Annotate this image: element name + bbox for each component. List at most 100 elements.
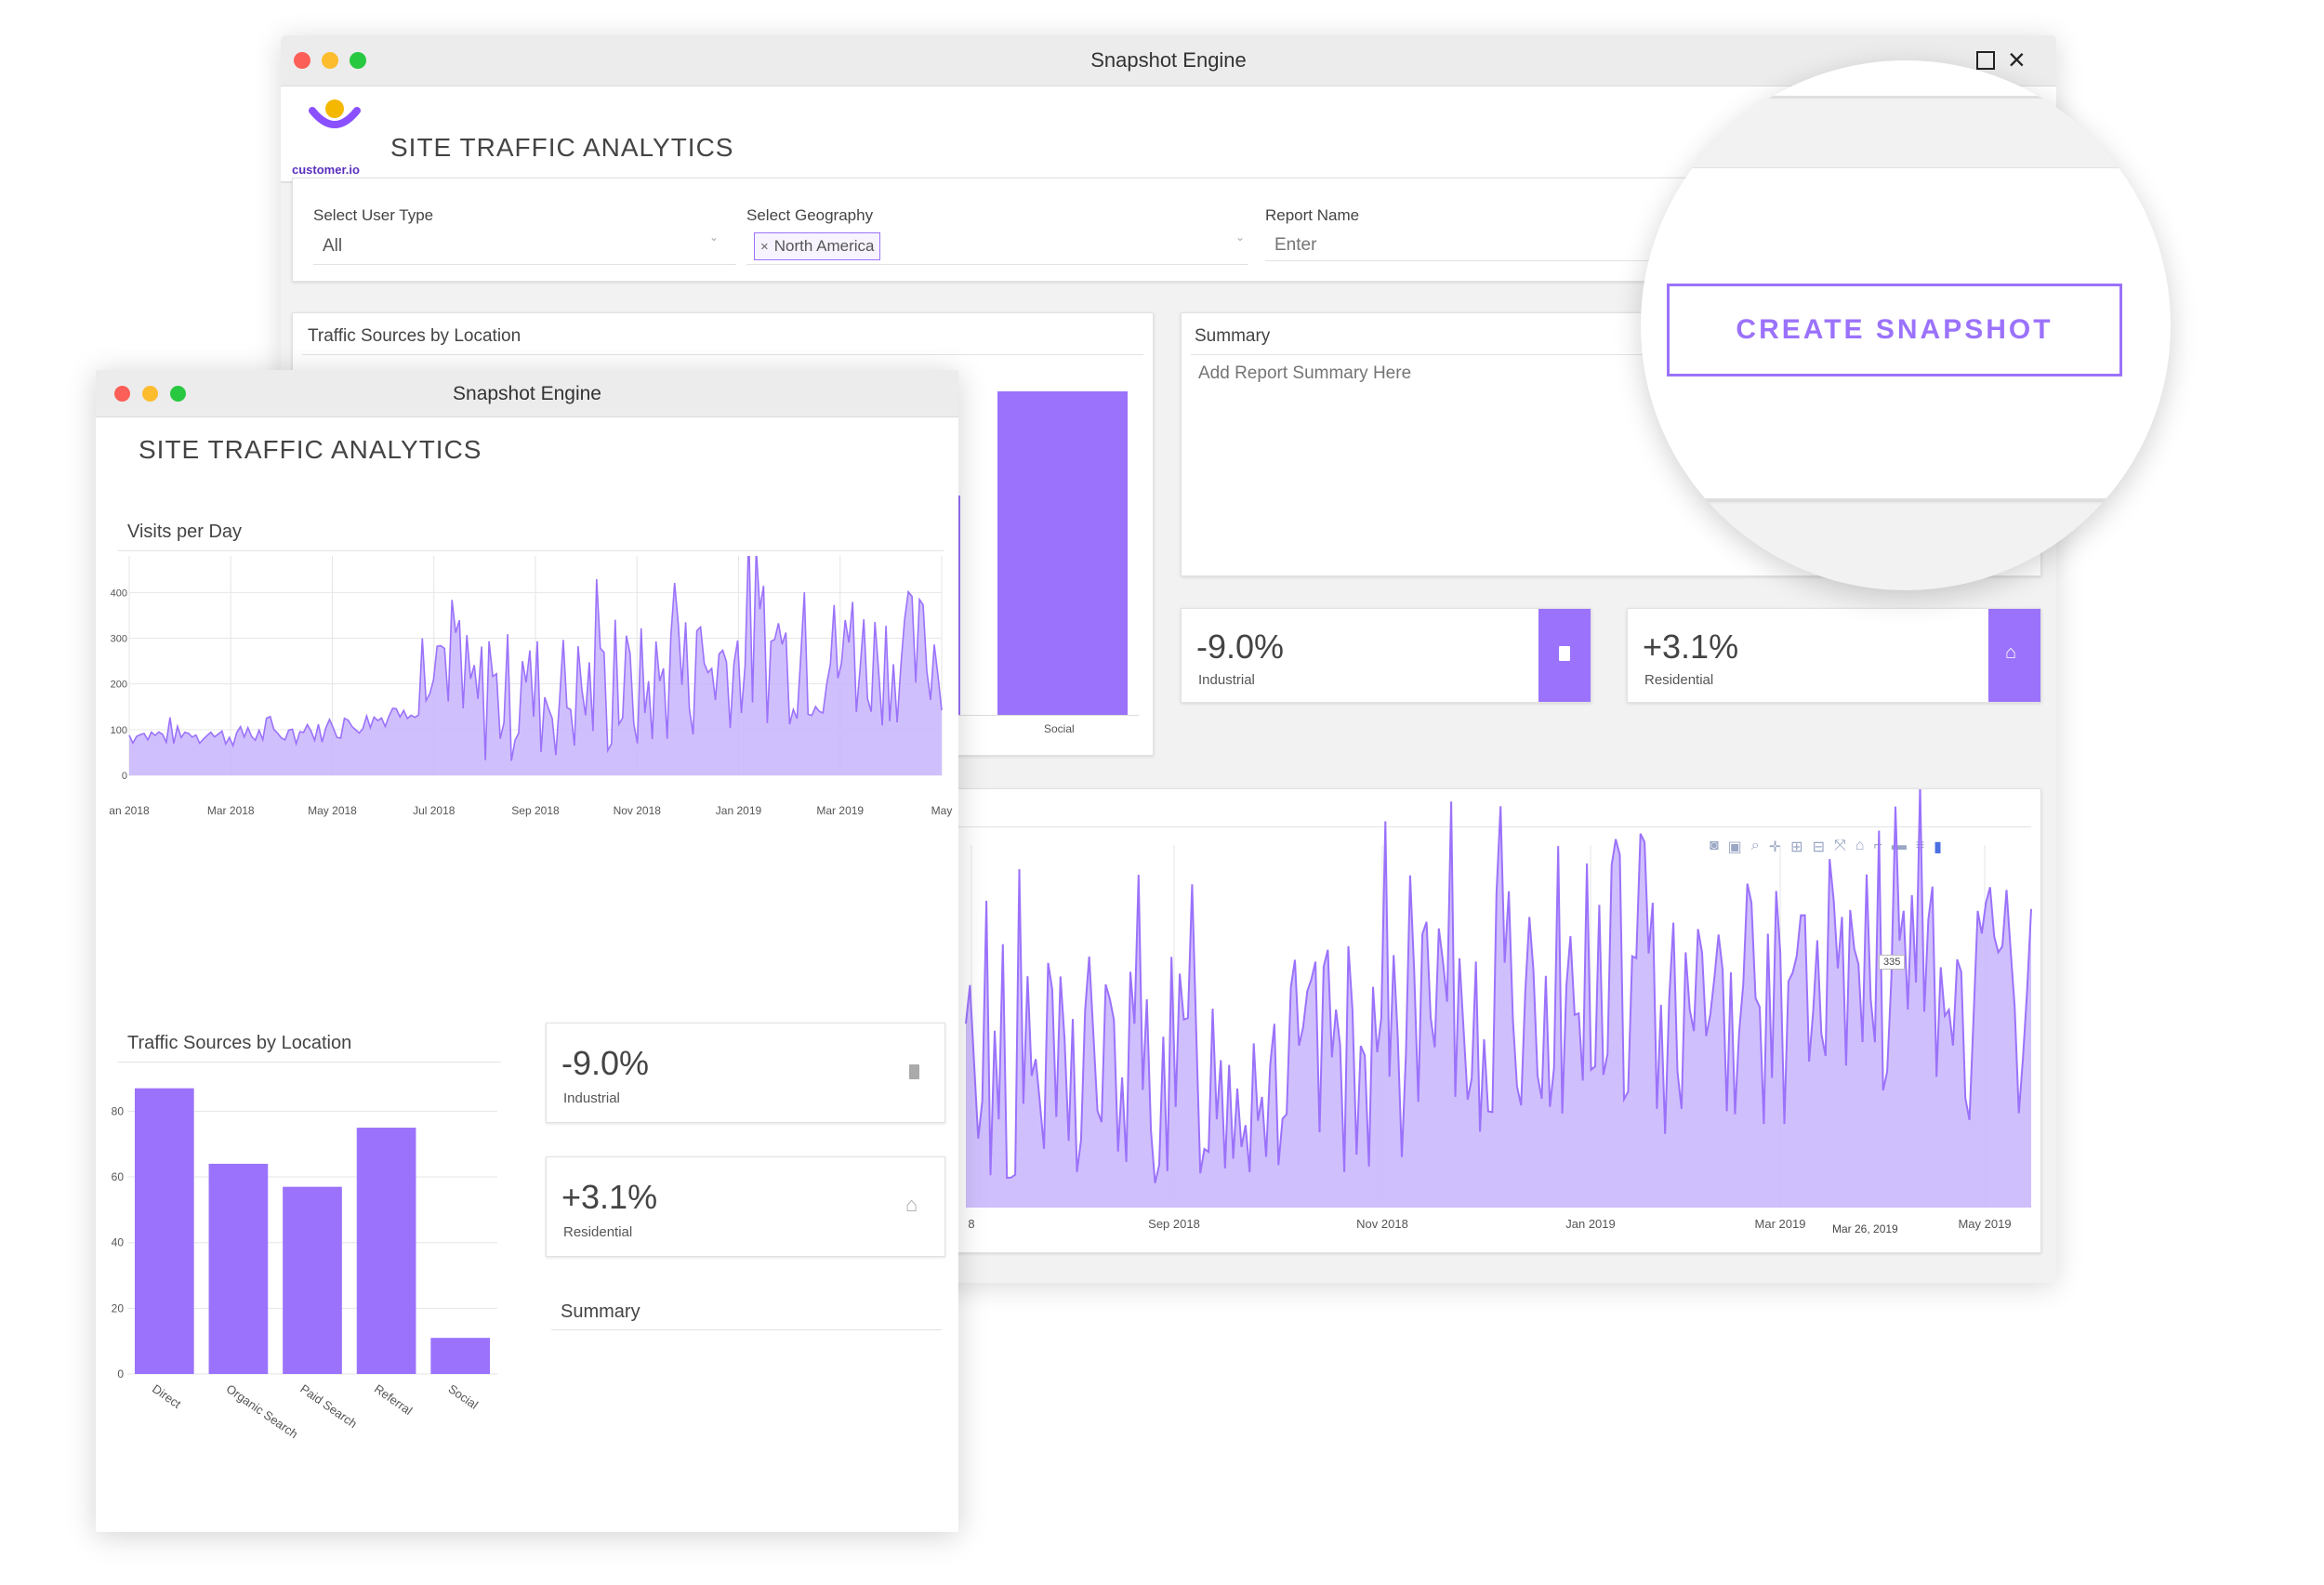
timeseries-x-tick: Sep 2018 (1148, 1217, 1200, 1231)
visits-y-tick: 400 (111, 588, 127, 599)
timeseries-divider (302, 826, 2031, 827)
home-icon: ⌂ (2005, 642, 2017, 663)
visits-y-tick: 100 (111, 725, 127, 736)
front-window-titlebar: Snapshot Engine (96, 370, 958, 417)
visits-x-tick: Jan 2019 (716, 804, 762, 817)
front-kpi-residential-label: Residential (563, 1224, 633, 1240)
snapshot-magnifier: CREATE SNAPSHOT (1641, 60, 2171, 590)
chevron-down-icon[interactable]: ⌄ (1235, 231, 1246, 244)
close-dot[interactable] (114, 386, 130, 402)
report-name-label: Report Name (1265, 206, 1360, 224)
visits-y-tick: 300 (111, 634, 127, 645)
front-kpi-industrial-value: -9.0% (561, 1044, 650, 1082)
user-type-select[interactable]: All (323, 236, 343, 256)
back-traffic-title: Traffic Sources by Location (308, 326, 522, 346)
window-title: Snapshot Engine (1090, 48, 1247, 72)
zoom-icon[interactable]: ⌕ (1750, 838, 1760, 853)
bar-category-label: Referral (372, 1381, 416, 1418)
tag-close-icon[interactable]: × (760, 238, 769, 255)
visits-title: Visits per Day (127, 522, 243, 542)
bar-organic-search (208, 1163, 269, 1374)
visits-per-day-chart[interactable]: 0 100 200 300 400 (96, 556, 958, 798)
reset-icon[interactable]: ⌂ (1855, 838, 1865, 853)
timeseries-line (965, 789, 2032, 1183)
report-name-input[interactable] (1265, 231, 1674, 261)
geography-label: Select Geography (746, 206, 874, 224)
logo-text: customer.io (292, 163, 360, 177)
save-icon[interactable]: ▣ (1727, 839, 1742, 855)
visits-x-tick: Mar 2019 (816, 804, 864, 817)
minimize-dot[interactable] (142, 386, 158, 402)
front-summary-title: Summary (561, 1301, 640, 1322)
timeseries-x-tick: Jan 2019 (1565, 1217, 1616, 1231)
chevron-down-icon[interactable]: ⌄ (709, 231, 720, 244)
kpi-industrial-value: -9.0% (1196, 627, 1285, 666)
visits-x-tick: May (931, 804, 953, 817)
bar-category-label: Social (445, 1381, 481, 1412)
home-icon: ⌂ (905, 1193, 918, 1216)
visits-area (129, 556, 942, 775)
visits-line (128, 556, 943, 761)
app-title: SITE TRAFFIC ANALYTICS (390, 133, 734, 162)
maximize-dot[interactable] (350, 52, 366, 69)
user-type-underline (313, 264, 736, 265)
front-app-title: SITE TRAFFIC ANALYTICS (139, 435, 482, 464)
visits-x-tick: Mar 2018 (207, 804, 255, 817)
summary-divider (1191, 354, 2031, 355)
building-icon (1559, 646, 1570, 661)
customerio-logo-icon (309, 99, 361, 128)
bar-category-label: Paid Search (297, 1381, 360, 1431)
bar-direct (134, 1088, 194, 1374)
kpi-industrial: -9.0% Industrial (1181, 608, 1591, 703)
visits-y-tick: 0 (122, 771, 127, 782)
bar-social (430, 1338, 491, 1374)
close-dot[interactable] (294, 52, 310, 69)
front-window: Snapshot Engine SITE TRAFFIC ANALYTICS V… (96, 370, 958, 1532)
back-bar-social-label: Social (1044, 722, 1075, 735)
user-type-label: Select User Type (313, 206, 434, 224)
bar-y-tick: 60 (112, 1170, 125, 1183)
front-traffic-divider (118, 1062, 501, 1063)
timeseries-x-tick: Mar 2019 (1755, 1217, 1806, 1231)
front-kpi-industrial-label: Industrial (563, 1090, 620, 1106)
back-visits-chart[interactable]: 8 Sep 2018 Nov 2018 Jan 2019 Mar 2019 May 201… (293, 789, 2040, 1252)
kpi-industrial-label: Industrial (1198, 672, 1255, 688)
autoscale-icon[interactable]: ⤧ (1833, 838, 1846, 853)
visits-y-tick: 200 (111, 680, 127, 691)
kpi-residential-value: +3.1% (1643, 627, 1739, 666)
visits-x-tick: Nov 2018 (614, 804, 662, 817)
bar-y-tick: 40 (112, 1236, 125, 1249)
bar-paid-search (283, 1186, 342, 1374)
visits-axes: an 2018 Mar 2018 May 2018 Jul 2018 Sep 2018 N… (109, 804, 953, 817)
create-snapshot-button[interactable]: CREATE SNAPSHOT (1667, 284, 2122, 376)
timeseries-x-tick: Nov 2018 (1356, 1217, 1408, 1231)
zoom-in-icon[interactable]: ⊞ (1790, 839, 1803, 855)
front-kpi-residential: +3.1% Residential ⌂ (546, 1156, 945, 1257)
visits-divider (118, 550, 944, 551)
geography-tag-label: North America (773, 237, 875, 255)
back-traffic-divider (302, 354, 1143, 355)
hover-value-label: 335 (1879, 955, 1906, 970)
pan-icon[interactable]: ✛ (1768, 839, 1782, 855)
window-title: Snapshot Engine (453, 383, 601, 404)
minimize-dot[interactable] (322, 52, 338, 69)
back-bar-axis (944, 715, 1139, 716)
bar-y-tick: 20 (112, 1301, 125, 1314)
magnifier-header-edge (1641, 60, 2171, 99)
maximize-dot[interactable] (170, 386, 186, 402)
plotly-logo-icon[interactable]: ▮ (1934, 839, 1942, 855)
geography-tag[interactable]: × North America (754, 232, 881, 260)
summary-title: Summary (1195, 326, 1271, 346)
kpi-industrial-icon-box (1538, 609, 1591, 702)
create-snapshot-label: CREATE SNAPSHOT (1736, 314, 2053, 345)
bar-category-label: Organic Search (224, 1381, 301, 1441)
zoom-out-icon[interactable]: ⊟ (1812, 839, 1825, 855)
front-traffic-title: Traffic Sources by Location (127, 1033, 352, 1053)
bar-category-label: Direct (150, 1381, 184, 1411)
kpi-residential: +3.1% Residential ⌂ (1627, 608, 2041, 703)
visits-x-tick: Sep 2018 (511, 804, 560, 817)
camera-icon[interactable]: ◙ (1710, 838, 1719, 853)
hover-date-label: Mar 26, 2019 (1829, 1222, 1902, 1236)
timeseries-x-tick: May 2019 (1958, 1217, 2011, 1231)
